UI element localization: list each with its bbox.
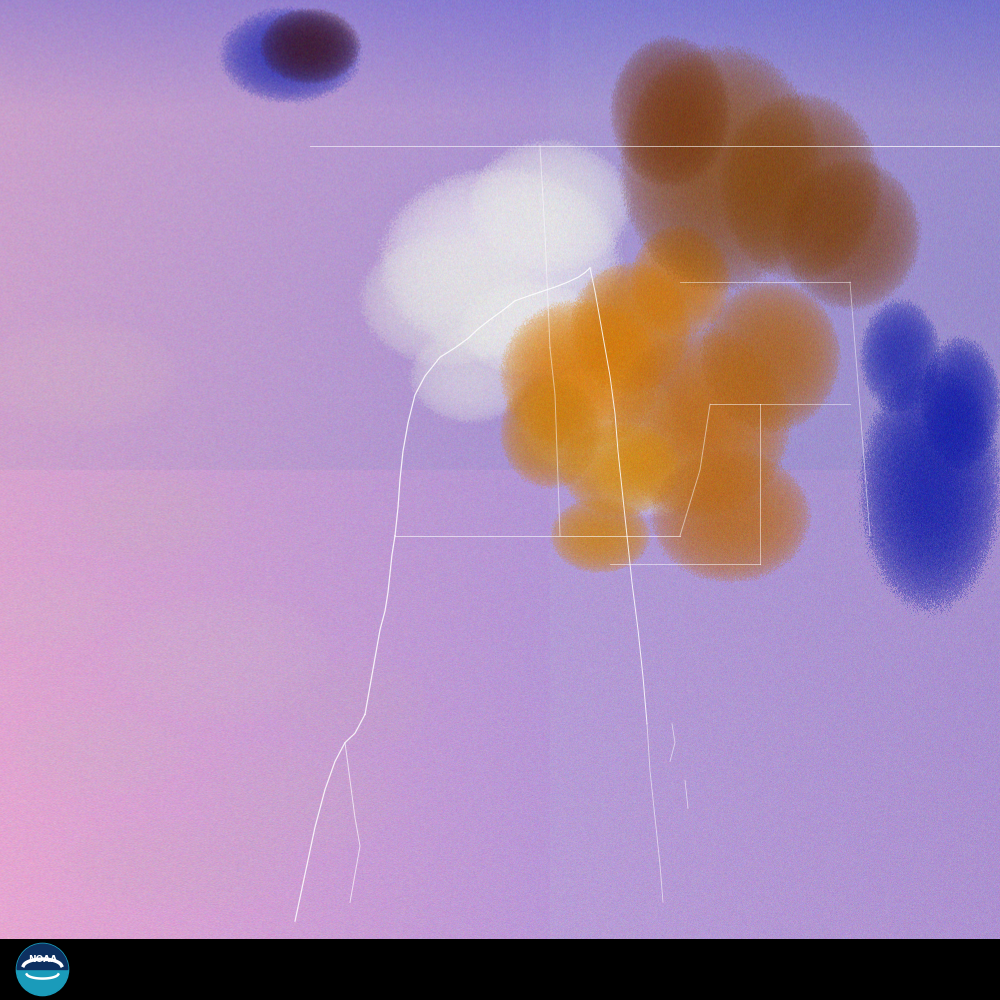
Text: 20 Sep 2024 01:50Z - NOAA/NESDIS/STAR - GOES-West - Dust Composite - WUS: 20 Sep 2024 01:50Z - NOAA/NESDIS/STAR - …	[140, 961, 860, 979]
Wedge shape	[17, 944, 68, 970]
Text: NOAA: NOAA	[28, 955, 57, 964]
Circle shape	[16, 943, 69, 996]
